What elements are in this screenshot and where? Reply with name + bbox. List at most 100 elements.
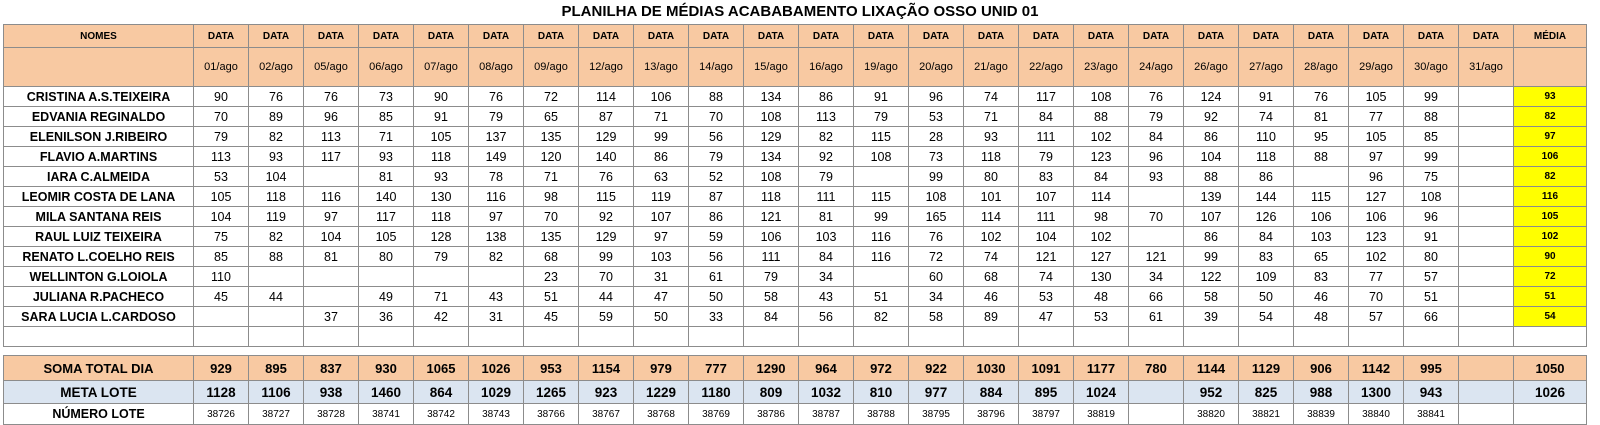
value-cell[interactable]: 127 [1348,186,1404,207]
value-cell[interactable]: 84 [1238,226,1294,247]
lote-value[interactable]: 38728 [303,403,359,425]
media-cell[interactable]: 82 [1513,166,1587,187]
value-cell[interactable]: 83 [1018,166,1074,187]
value-cell[interactable]: 118 [743,186,799,207]
value-cell[interactable]: 114 [1073,186,1129,207]
value-cell[interactable]: 138 [468,226,524,247]
value-cell[interactable]: 96 [1348,166,1404,187]
header-date-label[interactable]: DATA [303,24,359,48]
header-date-label[interactable]: DATA [468,24,524,48]
value-cell[interactable] [1128,226,1184,247]
header-date-21-ago[interactable]: 21/ago [963,47,1019,87]
value-cell[interactable]: 53 [193,166,249,187]
value-cell[interactable]: 65 [523,106,579,127]
header-date-label[interactable]: DATA [523,24,579,48]
value-cell[interactable]: 79 [798,166,854,187]
meta-value[interactable]: 825 [1238,380,1294,404]
header-date-label[interactable]: DATA [1293,24,1349,48]
header-date-label[interactable]: DATA [1018,24,1074,48]
value-cell[interactable]: 109 [1238,266,1294,287]
value-cell[interactable]: 124 [1183,86,1239,107]
meta-value[interactable]: 1460 [358,380,414,404]
header-date-label[interactable]: DATA [743,24,799,48]
value-cell[interactable]: 60 [908,266,964,287]
soma-value[interactable]: 964 [798,355,854,381]
value-cell[interactable]: 120 [523,146,579,167]
value-cell[interactable]: 71 [963,106,1019,127]
value-cell[interactable]: 75 [193,226,249,247]
value-cell[interactable]: 80 [963,166,1019,187]
value-cell[interactable] [1458,206,1514,227]
value-cell[interactable] [1183,326,1239,347]
header-date-label[interactable]: DATA [1458,24,1514,48]
media-cell[interactable]: 72 [1513,266,1587,287]
value-cell[interactable]: 108 [1073,86,1129,107]
value-cell[interactable]: 76 [303,86,359,107]
value-cell[interactable]: 102 [1073,126,1129,147]
header-date-label[interactable]: DATA [1128,24,1184,48]
value-cell[interactable]: 106 [1293,206,1349,227]
value-cell[interactable]: 115 [1293,186,1349,207]
value-cell[interactable]: 84 [1128,126,1184,147]
value-cell[interactable]: 117 [303,146,359,167]
header-date-label[interactable]: DATA [688,24,744,48]
soma-value[interactable]: 895 [248,355,304,381]
value-cell[interactable]: 119 [248,206,304,227]
employee-name[interactable]: CRISTINA A.S.TEIXEIRA [3,86,194,107]
value-cell[interactable]: 135 [523,126,579,147]
employee-name[interactable]: SARA LUCIA L.CARDOSO [3,306,194,327]
value-cell[interactable]: 85 [1403,126,1459,147]
header-date-29-ago[interactable]: 29/ago [1348,47,1404,87]
value-cell[interactable]: 88 [1403,106,1459,127]
value-cell[interactable]: 37 [303,306,359,327]
value-cell[interactable]: 110 [193,266,249,287]
value-cell[interactable] [1458,166,1514,187]
meta-value[interactable]: 884 [963,380,1019,404]
header-date-13-ago[interactable]: 13/ago [633,47,689,87]
value-cell[interactable]: 105 [1348,86,1404,107]
value-cell[interactable]: 92 [1183,106,1239,127]
lote-value[interactable]: 38766 [523,403,579,425]
value-cell[interactable]: 104 [1018,226,1074,247]
value-cell[interactable] [963,326,1019,347]
header-date-label[interactable]: DATA [578,24,634,48]
value-cell[interactable]: 58 [908,306,964,327]
soma-value[interactable]: 1129 [1238,355,1294,381]
header-date-22-ago[interactable]: 22/ago [1018,47,1074,87]
value-cell[interactable]: 83 [1293,266,1349,287]
soma-media[interactable]: 1050 [1513,355,1587,381]
value-cell[interactable]: 81 [358,166,414,187]
header-date-label[interactable]: DATA [798,24,854,48]
value-cell[interactable]: 42 [413,306,469,327]
value-cell[interactable]: 134 [743,146,799,167]
value-cell[interactable]: 31 [468,306,524,327]
value-cell[interactable]: 53 [1073,306,1129,327]
value-cell[interactable]: 70 [578,266,634,287]
value-cell[interactable]: 127 [1073,246,1129,267]
employee-name[interactable]: IARA C.ALMEIDA [3,166,194,187]
value-cell[interactable]: 90 [193,86,249,107]
value-cell[interactable]: 86 [798,86,854,107]
value-cell[interactable]: 34 [798,266,854,287]
value-cell[interactable]: 79 [1128,106,1184,127]
value-cell[interactable]: 114 [963,206,1019,227]
value-cell[interactable] [1073,326,1129,347]
meta-value[interactable]: 809 [743,380,799,404]
value-cell[interactable]: 104 [193,206,249,227]
value-cell[interactable]: 106 [1348,206,1404,227]
value-cell[interactable] [578,326,634,347]
meta-value[interactable]: 977 [908,380,964,404]
value-cell[interactable] [853,266,909,287]
header-names[interactable]: NOMES [3,24,194,48]
value-cell[interactable]: 97 [633,226,689,247]
meta-value[interactable]: 810 [853,380,909,404]
value-cell[interactable]: 79 [193,126,249,147]
value-cell[interactable]: 108 [743,166,799,187]
value-cell[interactable]: 74 [1238,106,1294,127]
value-cell[interactable]: 59 [688,226,744,247]
value-cell[interactable]: 91 [853,86,909,107]
value-cell[interactable]: 51 [523,286,579,307]
value-cell[interactable]: 123 [1073,146,1129,167]
value-cell[interactable]: 51 [1403,286,1459,307]
value-cell[interactable]: 87 [688,186,744,207]
